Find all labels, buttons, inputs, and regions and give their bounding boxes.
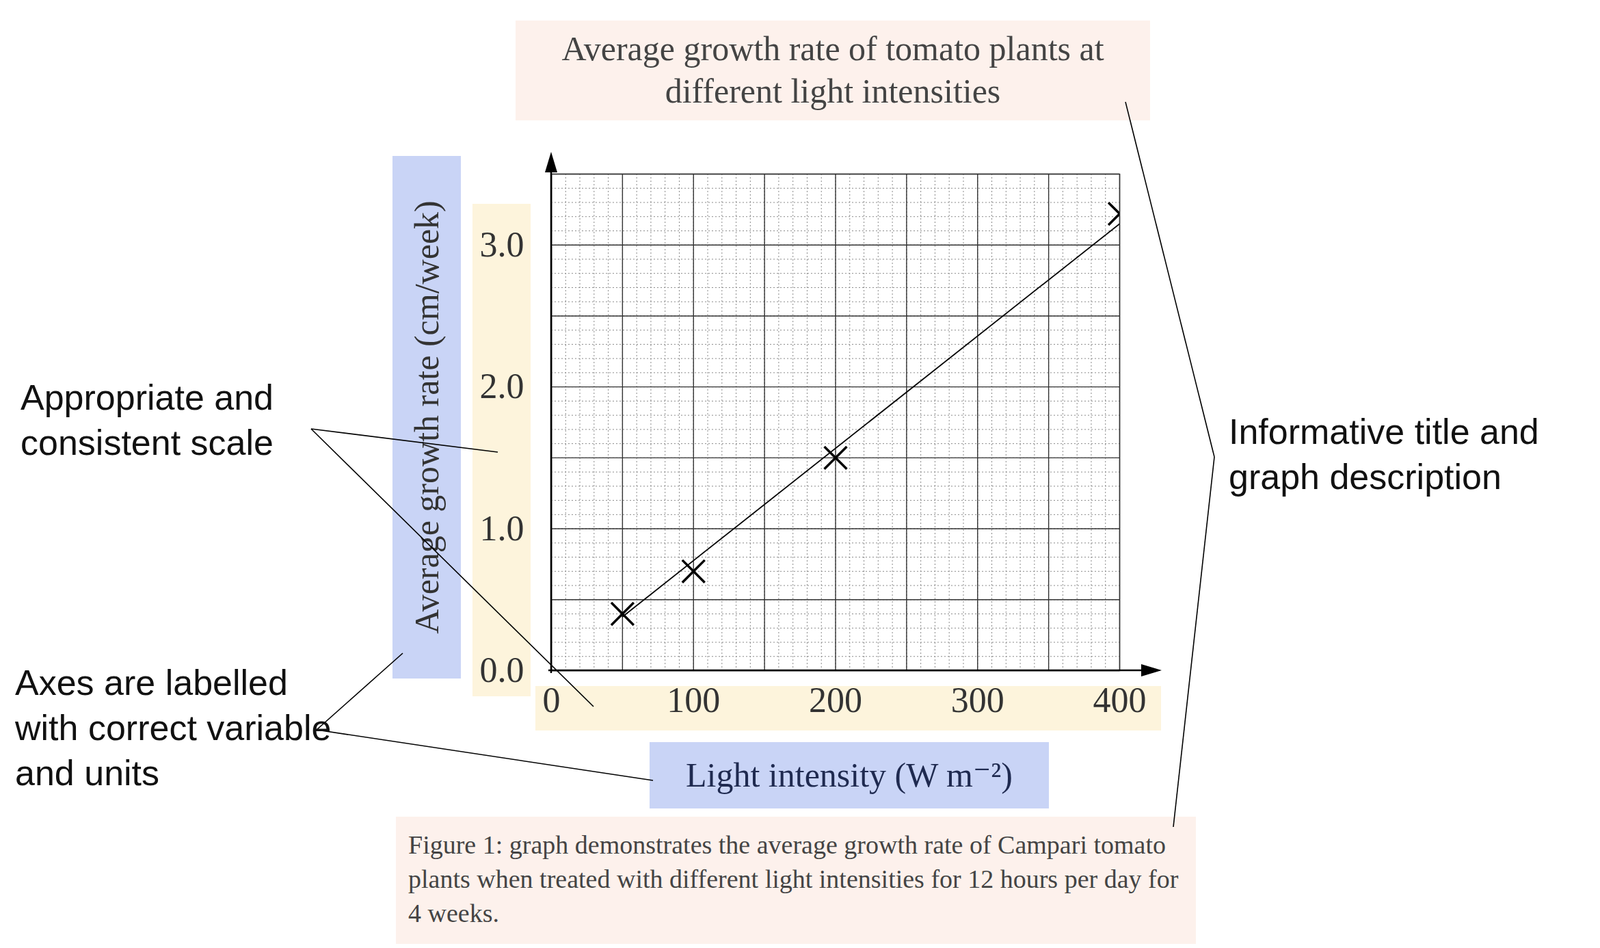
- svg-text:100: 100: [666, 680, 720, 720]
- html-text:Figure 1: graph demonstrates t: Figure 1: graph demonstrates the average…: [408, 830, 1179, 928]
- svg-text:2.0: 2.0: [480, 366, 525, 406]
- html-text:Light intensity (W m⁻²): Light intensity (W m⁻²): [685, 755, 1013, 794]
- html-text:Informative title and graph de: Informative title and graph description: [1228, 411, 1540, 497]
- html-text:Appropriate and consistent sca: Appropriate and consistent scale: [20, 377, 274, 463]
- html-text:Average growth rate (cm/week): Average growth rate (cm/week): [407, 200, 446, 634]
- html-text:Axes are labelled with correct: Axes are labelled with correct variable …: [15, 662, 332, 793]
- svg-text:1.0: 1.0: [480, 508, 525, 548]
- svg-text:400: 400: [1093, 680, 1147, 720]
- html-text:Average growth rate of tomato: Average growth rate of tomato plants at …: [561, 29, 1104, 111]
- svg-text:0.0: 0.0: [480, 650, 525, 690]
- svg-text:300: 300: [951, 680, 1005, 720]
- svg-text:0: 0: [542, 680, 561, 720]
- svg-text:200: 200: [808, 680, 863, 720]
- svg-text:3.0: 3.0: [480, 224, 525, 264]
